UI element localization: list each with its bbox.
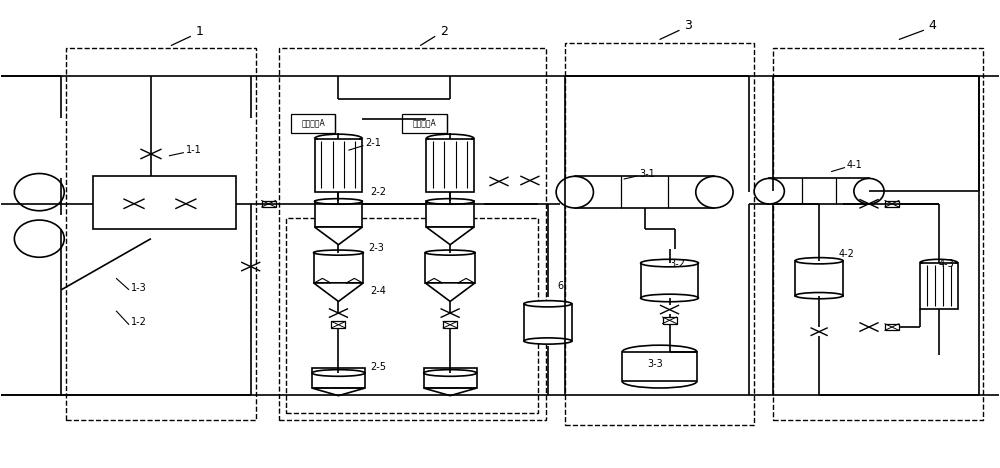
Polygon shape bbox=[314, 283, 363, 301]
Ellipse shape bbox=[312, 370, 365, 376]
Bar bbox=[262, 200, 276, 207]
Ellipse shape bbox=[754, 178, 784, 204]
Text: 2-1: 2-1 bbox=[365, 138, 381, 148]
Text: 4-1: 4-1 bbox=[847, 160, 863, 170]
Bar bbox=[885, 324, 899, 330]
Bar bbox=[331, 322, 345, 328]
Polygon shape bbox=[424, 388, 477, 395]
Bar bbox=[524, 304, 572, 341]
Text: 3: 3 bbox=[684, 19, 692, 32]
Bar bbox=[920, 263, 958, 309]
Ellipse shape bbox=[424, 370, 477, 376]
Bar bbox=[315, 139, 362, 192]
Ellipse shape bbox=[314, 250, 363, 255]
Text: 3-3: 3-3 bbox=[648, 359, 663, 369]
Text: 反吹系统A: 反吹系统A bbox=[301, 119, 325, 128]
Bar bbox=[424, 368, 477, 388]
Bar bbox=[286, 218, 538, 413]
Bar bbox=[443, 322, 457, 328]
Text: 3-2: 3-2 bbox=[670, 259, 685, 269]
Ellipse shape bbox=[14, 174, 64, 211]
Text: 6: 6 bbox=[558, 281, 564, 291]
Bar bbox=[425, 253, 475, 283]
Text: 4: 4 bbox=[929, 19, 937, 32]
Bar bbox=[402, 114, 447, 132]
Text: 2-4: 2-4 bbox=[370, 286, 386, 296]
Text: 反吹系统A: 反吹系统A bbox=[413, 119, 437, 128]
Bar bbox=[279, 48, 546, 420]
Ellipse shape bbox=[556, 176, 593, 208]
Text: 4-2: 4-2 bbox=[839, 249, 855, 258]
Ellipse shape bbox=[795, 257, 843, 264]
Bar bbox=[314, 253, 363, 283]
Text: 4-3: 4-3 bbox=[939, 259, 955, 269]
Bar bbox=[575, 176, 714, 208]
Ellipse shape bbox=[524, 338, 572, 344]
Bar bbox=[773, 48, 983, 420]
Bar bbox=[291, 114, 335, 132]
Bar bbox=[565, 43, 754, 425]
Bar bbox=[622, 352, 697, 381]
Ellipse shape bbox=[425, 250, 475, 255]
Text: 2: 2 bbox=[440, 25, 448, 38]
Polygon shape bbox=[425, 283, 475, 301]
Text: 2-3: 2-3 bbox=[368, 243, 384, 253]
Ellipse shape bbox=[315, 198, 362, 204]
Ellipse shape bbox=[854, 178, 884, 204]
Bar bbox=[315, 201, 362, 227]
Ellipse shape bbox=[14, 220, 64, 257]
Polygon shape bbox=[315, 227, 362, 245]
Ellipse shape bbox=[641, 259, 698, 267]
Bar bbox=[795, 261, 843, 296]
Text: 3-1: 3-1 bbox=[640, 168, 655, 178]
Bar bbox=[93, 176, 236, 229]
Text: 1-1: 1-1 bbox=[186, 145, 202, 155]
Bar bbox=[426, 201, 474, 227]
Polygon shape bbox=[426, 227, 474, 245]
Text: 1-3: 1-3 bbox=[131, 283, 147, 292]
Text: 1-2: 1-2 bbox=[131, 317, 147, 328]
Ellipse shape bbox=[795, 292, 843, 299]
Bar bbox=[885, 200, 899, 207]
Ellipse shape bbox=[524, 300, 572, 307]
Bar bbox=[312, 368, 365, 388]
Bar bbox=[769, 178, 869, 204]
Ellipse shape bbox=[426, 198, 474, 204]
Bar bbox=[663, 317, 677, 323]
Polygon shape bbox=[312, 388, 365, 395]
Bar bbox=[66, 48, 256, 420]
Text: 2-2: 2-2 bbox=[370, 187, 386, 197]
Text: 1: 1 bbox=[196, 25, 204, 38]
Bar bbox=[426, 139, 474, 192]
Ellipse shape bbox=[641, 294, 698, 302]
Text: 2-5: 2-5 bbox=[370, 362, 386, 372]
Bar bbox=[641, 263, 698, 298]
Ellipse shape bbox=[696, 176, 733, 208]
